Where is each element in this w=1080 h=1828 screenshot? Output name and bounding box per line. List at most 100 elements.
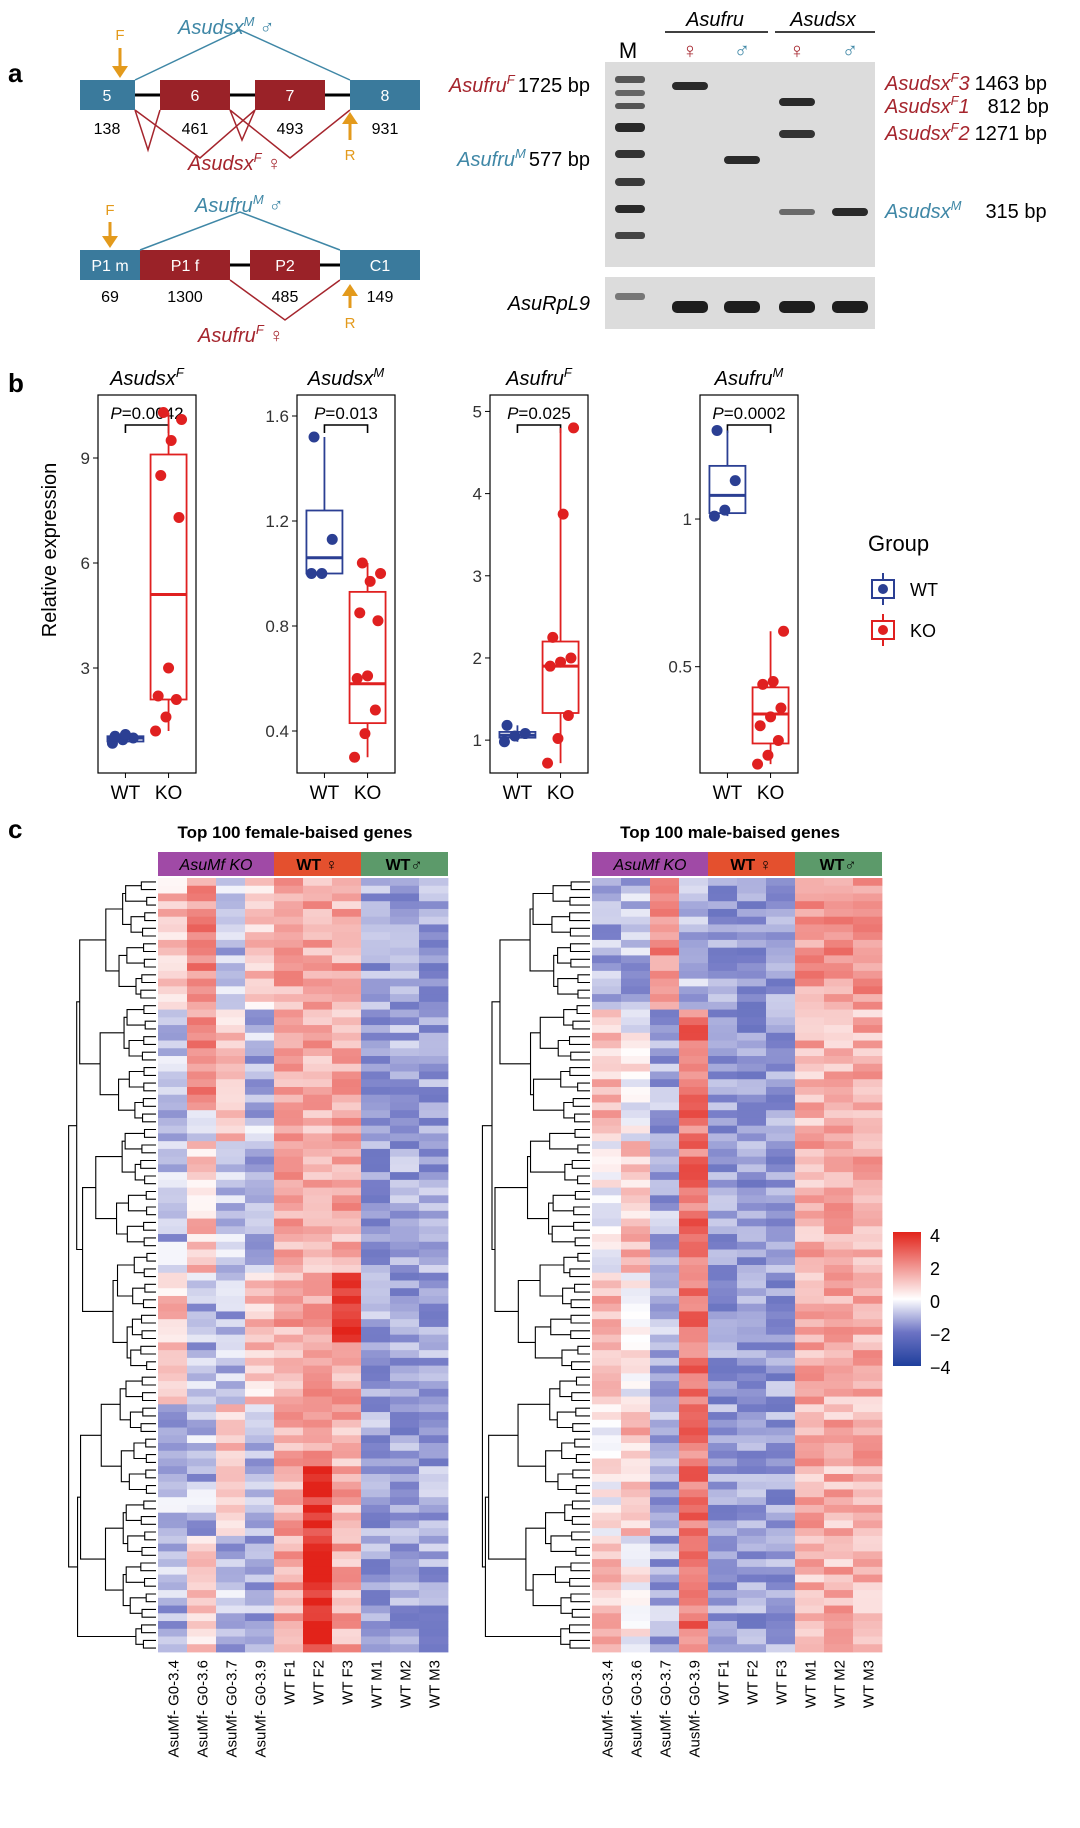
heatmap-cell (795, 1249, 825, 1258)
heatmap-cell (621, 1063, 651, 1072)
heatmap-cell (158, 1079, 188, 1088)
heatmap-cell (708, 1551, 738, 1560)
heatmap-cell (216, 1218, 246, 1227)
group-bar-wtf-right (708, 852, 795, 876)
data-point (119, 729, 131, 740)
heatmap-cell (390, 1319, 420, 1328)
heatmap-cell (621, 1342, 651, 1351)
heatmap-cell (245, 1133, 275, 1142)
heatmap-cell (216, 1458, 246, 1467)
heatmap-cell (274, 1226, 304, 1235)
heatmap-cell (332, 1559, 362, 1568)
heatmap-cell (245, 1009, 275, 1018)
heatmap-cell (737, 1388, 767, 1397)
heatmap-cell (361, 1334, 391, 1343)
heatmap-cell (158, 893, 188, 902)
heatmap-cell (679, 1265, 709, 1274)
data-point (555, 656, 567, 668)
sample-label: WT M1 (803, 1660, 820, 1708)
dendrogram-branch (556, 1411, 576, 1429)
heatmap-cell (708, 955, 738, 964)
heatmap-cell (679, 1636, 709, 1645)
dendrogram-branch (525, 1527, 546, 1591)
dendrogram-branch (569, 1067, 590, 1076)
heatmap-cell (592, 1574, 622, 1583)
heatmap-cell (390, 1365, 420, 1374)
heatmap-cell (679, 1056, 709, 1065)
heatmap-cell (824, 1497, 854, 1506)
heatmap-cell (621, 1427, 651, 1436)
heatmap-cell (737, 1435, 767, 1444)
heatmap-cell (737, 1226, 767, 1235)
heatmap-cell (187, 1226, 217, 1235)
heatmap-cell (737, 1164, 767, 1173)
heatmap-cell (332, 1412, 362, 1421)
fru-structure: P1 m P1 f P2 C1 69 1300 485 149 AsufruM ♂… (80, 192, 420, 347)
heatmap-cell (621, 916, 651, 925)
heatmap-cell (158, 1412, 188, 1421)
heatmap-cell (187, 1048, 217, 1057)
heatmap-cell (274, 1373, 304, 1382)
sample-label: WT F3 (340, 1660, 357, 1705)
heatmap-cell (390, 1551, 420, 1560)
heatmap-cell (621, 1543, 651, 1552)
heatmap-cell (708, 1257, 738, 1266)
heatmap-cell (390, 1187, 420, 1196)
group-label-wtf-right: WT ♀ (730, 857, 771, 874)
heatmap-cell (390, 1582, 420, 1591)
heatmap-cell (332, 1094, 362, 1103)
heatmap-cell (216, 1288, 246, 1297)
dendrogram-branch (557, 1039, 571, 1057)
heatmap-cell (274, 1419, 304, 1428)
heatmap-cell (187, 1141, 217, 1150)
heatmap-cell (361, 1125, 391, 1134)
heatmap-cell (650, 1032, 680, 1041)
heatmap-cell (332, 1063, 362, 1072)
heatmap-cell (853, 1597, 883, 1606)
heatmap-cell (679, 1210, 709, 1219)
heatmap-cell (621, 1148, 651, 1158)
heatmap-cell (679, 908, 709, 918)
heatmap-cell (679, 1048, 709, 1057)
heatmap-cell (245, 901, 275, 910)
heatmap-cell (737, 916, 767, 925)
gel-group-fru: Asufru (685, 9, 744, 31)
heatmap-cell (853, 963, 883, 972)
heatmap-cell (245, 1319, 275, 1328)
heatmap-cell (679, 1365, 709, 1374)
panel-c-letter: c (8, 814, 22, 844)
data-point (372, 615, 384, 627)
dendrogram-branch (140, 1159, 156, 1169)
heatmap-cell (216, 1357, 246, 1367)
dendrogram-branch (143, 1237, 156, 1247)
fru-exon-p1f-label: P1 f (171, 258, 200, 275)
heatmap-cell (158, 1512, 188, 1521)
heatmap-cell (158, 1350, 188, 1359)
boxplot-title: AsufruF (505, 365, 573, 390)
heatmap-cell (187, 1373, 217, 1382)
heatmap-cell (708, 1079, 738, 1088)
heatmap-cell (708, 1404, 738, 1413)
heatmap-cell (390, 1234, 420, 1243)
heatmap-cell (419, 1311, 449, 1320)
heatmap-cell (361, 1265, 391, 1274)
heatmap-cell (187, 1164, 217, 1173)
heatmap-cell (708, 908, 738, 918)
heatmap-cell (650, 1226, 680, 1235)
legend-label-wt: WT (910, 580, 938, 600)
heatmap-cell (679, 1551, 709, 1560)
heatmap-cell (245, 1187, 275, 1196)
heatmap-cell (361, 1342, 391, 1351)
heatmap-cell (679, 963, 709, 972)
heatmap-cell (274, 1295, 304, 1305)
dendrogram-branch (564, 1163, 578, 1181)
dendrogram-branch (532, 892, 554, 925)
heatmap-cell (216, 1172, 246, 1181)
x-tick-label: WT (310, 783, 340, 804)
heatmap-cell (332, 1156, 362, 1165)
dendrogram-branch (526, 1156, 549, 1220)
heatmap-cell (737, 1079, 767, 1088)
heatmap-cell (650, 1427, 680, 1436)
heatmap-cell (274, 1404, 304, 1413)
heatmap-cell (592, 1056, 622, 1065)
